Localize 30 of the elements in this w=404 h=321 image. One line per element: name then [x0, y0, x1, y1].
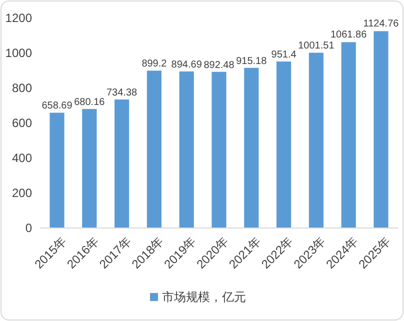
data-label: 1061.86	[330, 30, 368, 41]
data-label: 1001.51	[298, 40, 335, 52]
data-label: 734.38	[106, 87, 138, 98]
bar	[374, 31, 388, 228]
y-tick-label: 200	[12, 186, 32, 200]
data-label: 894.69	[171, 59, 202, 70]
data-label: 680.16	[74, 96, 106, 108]
bar	[341, 42, 356, 228]
data-label: 658.69	[42, 100, 73, 112]
data-label: 892.48	[204, 60, 235, 71]
y-tick-label: 800	[12, 81, 32, 96]
y-tick-label: 1000	[5, 46, 32, 60]
legend-label: 市场规模，亿元	[162, 290, 246, 304]
data-label: 915.18	[236, 56, 268, 67]
y-tick-label: 1200	[5, 11, 32, 26]
y-tick-label: 0	[25, 221, 32, 236]
data-label: 899.2	[142, 58, 168, 70]
bar	[50, 112, 64, 228]
bar	[146, 70, 162, 228]
bar	[244, 68, 259, 228]
bar	[179, 71, 194, 228]
bar	[82, 108, 97, 228]
bar	[308, 52, 324, 228]
data-label: 951.4	[271, 50, 297, 61]
y-tick-label: 400	[12, 151, 32, 166]
bar	[212, 72, 226, 228]
bar	[276, 62, 292, 228]
y-tick-label: 600	[12, 116, 32, 130]
data-label: 1124.76	[363, 18, 400, 30]
bar	[114, 99, 130, 228]
